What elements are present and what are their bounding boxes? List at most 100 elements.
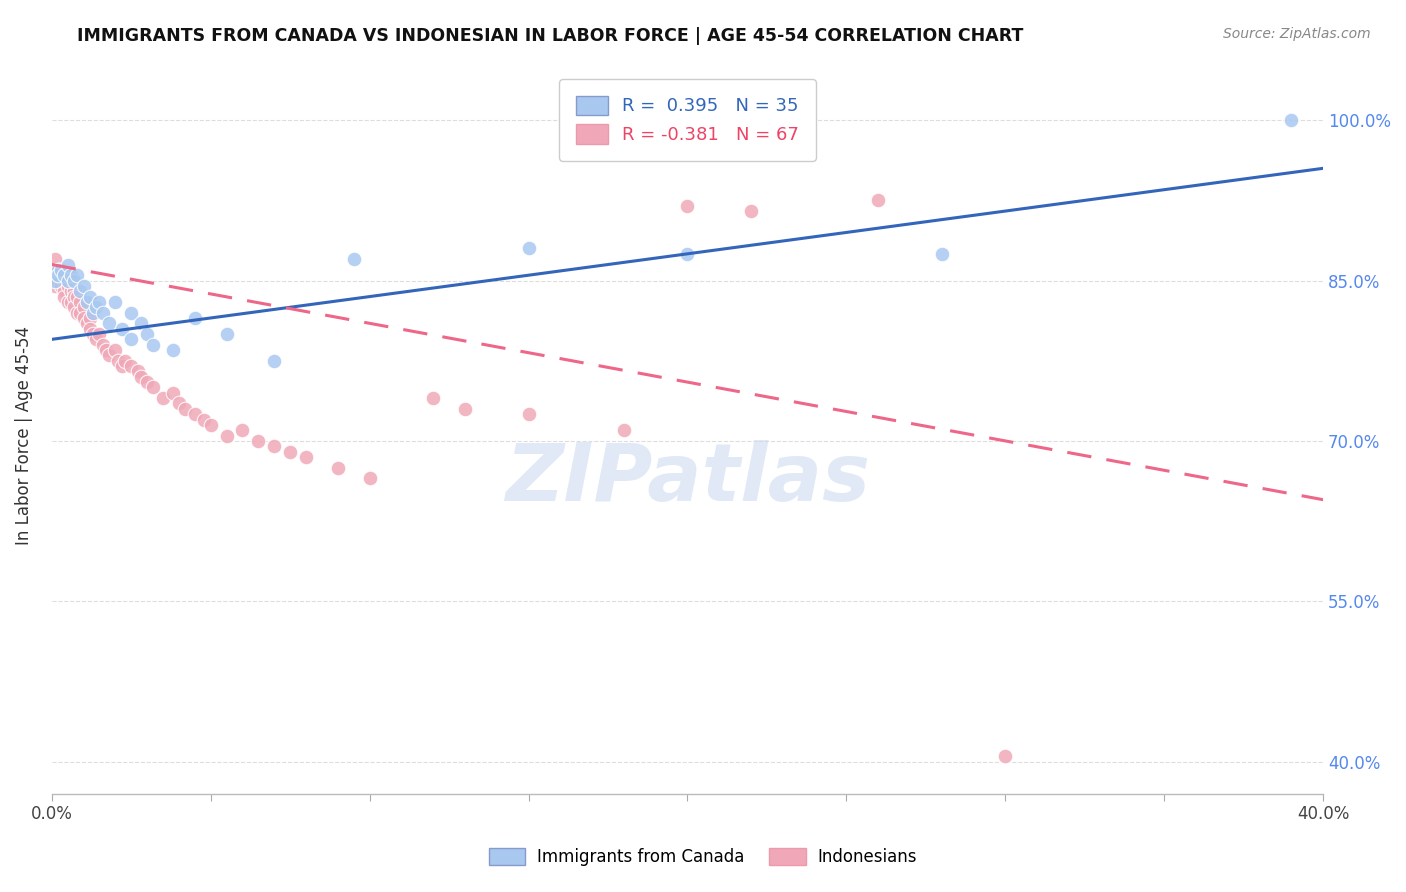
Point: [63, 274, 86, 288]
Point: [69, 285, 91, 299]
Point: [76, 316, 98, 330]
Point: [231, 423, 253, 437]
Point: [676, 199, 699, 213]
Point: [59, 294, 82, 309]
Point: [63, 285, 86, 299]
Point: [994, 749, 1017, 764]
Point: [44, 252, 66, 267]
Point: [56, 268, 79, 283]
Point: [931, 247, 953, 261]
Point: [868, 194, 890, 208]
Point: [184, 310, 207, 325]
Point: [91, 337, 114, 351]
Point: [215, 428, 238, 442]
Point: [326, 460, 349, 475]
Point: [46, 274, 69, 288]
Point: [44, 274, 66, 288]
Point: [193, 412, 215, 426]
Point: [89, 326, 111, 341]
Point: [215, 326, 238, 341]
Point: [76, 294, 98, 309]
Point: [59, 268, 82, 283]
Point: [84, 300, 107, 314]
Point: [44, 279, 66, 293]
Point: [63, 289, 86, 303]
Point: [422, 391, 444, 405]
Point: [1279, 113, 1302, 128]
Point: [79, 321, 101, 335]
Point: [46, 263, 69, 277]
Point: [184, 407, 207, 421]
Point: [142, 337, 165, 351]
Text: ZIPatlas: ZIPatlas: [505, 440, 870, 517]
Point: [69, 294, 91, 309]
Point: [66, 289, 89, 303]
Point: [94, 343, 117, 357]
Point: [72, 310, 94, 325]
Point: [454, 401, 477, 416]
Point: [56, 258, 79, 272]
Point: [136, 375, 159, 389]
Point: [517, 407, 540, 421]
Point: [84, 332, 107, 346]
Point: [120, 332, 142, 346]
Point: [89, 294, 111, 309]
Point: [740, 204, 762, 219]
Point: [200, 417, 222, 432]
Point: [120, 305, 142, 319]
Point: [66, 305, 89, 319]
Point: [69, 305, 91, 319]
Point: [59, 285, 82, 299]
Point: [142, 380, 165, 394]
Y-axis label: In Labor Force | Age 45-54: In Labor Force | Age 45-54: [15, 326, 32, 545]
Point: [104, 343, 127, 357]
Point: [53, 289, 76, 303]
Point: [343, 252, 366, 267]
Point: [56, 294, 79, 309]
Point: [152, 391, 174, 405]
Point: [129, 369, 152, 384]
Legend: R =  0.395   N = 35, R = -0.381   N = 67: R = 0.395 N = 35, R = -0.381 N = 67: [560, 79, 815, 161]
Point: [79, 289, 101, 303]
Point: [517, 242, 540, 256]
Point: [79, 310, 101, 325]
Point: [72, 279, 94, 293]
Point: [72, 300, 94, 314]
Point: [104, 294, 127, 309]
Point: [162, 385, 184, 400]
Point: [676, 247, 699, 261]
Point: [91, 305, 114, 319]
Point: [120, 359, 142, 373]
Point: [63, 300, 86, 314]
Point: [359, 471, 381, 485]
Point: [97, 316, 120, 330]
Legend: Immigrants from Canada, Indonesians: Immigrants from Canada, Indonesians: [481, 840, 925, 875]
Point: [53, 268, 76, 283]
Text: Source: ZipAtlas.com: Source: ZipAtlas.com: [1223, 27, 1371, 41]
Point: [278, 444, 301, 458]
Text: IMMIGRANTS FROM CANADA VS INDONESIAN IN LABOR FORCE | AGE 45-54 CORRELATION CHAR: IMMIGRANTS FROM CANADA VS INDONESIAN IN …: [77, 27, 1024, 45]
Point: [107, 353, 129, 368]
Point: [56, 274, 79, 288]
Point: [263, 439, 285, 453]
Point: [82, 305, 104, 319]
Point: [162, 343, 184, 357]
Point: [111, 321, 134, 335]
Point: [174, 401, 197, 416]
Point: [44, 268, 66, 283]
Point: [97, 348, 120, 362]
Point: [295, 450, 318, 464]
Point: [51, 263, 73, 277]
Point: [167, 396, 190, 410]
Point: [46, 268, 69, 283]
Point: [263, 353, 285, 368]
Point: [51, 263, 73, 277]
Point: [51, 279, 73, 293]
Point: [613, 423, 636, 437]
Point: [46, 268, 69, 283]
Point: [46, 263, 69, 277]
Point: [56, 279, 79, 293]
Point: [136, 326, 159, 341]
Point: [114, 353, 136, 368]
Point: [129, 316, 152, 330]
